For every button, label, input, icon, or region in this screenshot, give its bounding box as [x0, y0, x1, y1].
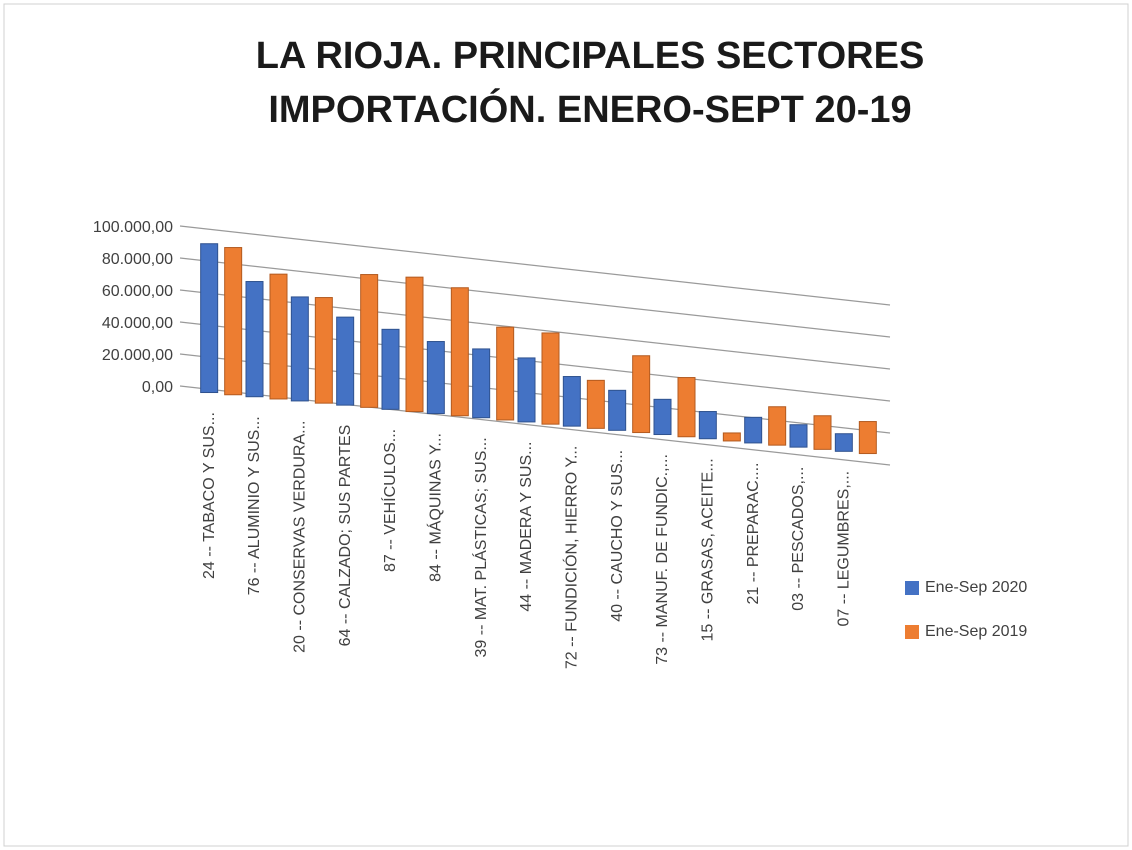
x-tick-label: 73 -- MANUF. DE FUNDIC.,... [654, 454, 671, 665]
bar [586, 379, 605, 429]
x-tick-label: 20 -- CONSERVAS VERDURA... [292, 421, 309, 653]
x-tick-label: 03 -- PESCADOS,... [790, 467, 807, 611]
x-tick-label: 76 -- ALUMINIO Y SUS... [246, 416, 263, 595]
x-tick-label: 64 -- CALZADO; SUS PARTES [337, 425, 354, 647]
bar [698, 411, 717, 440]
bar [858, 421, 877, 455]
bar [677, 377, 696, 438]
bar [653, 398, 672, 436]
y-tick-label: 20.000,00 [102, 347, 173, 364]
bar [290, 296, 309, 402]
bar [336, 316, 355, 406]
legend-swatch [905, 625, 919, 639]
bar [405, 276, 424, 413]
bar [360, 274, 379, 408]
y-tick-label: 80.000,00 [102, 251, 173, 268]
bar [224, 247, 243, 396]
chart-title: LA RIOJA. PRINCIPALES SECTORES [256, 35, 925, 77]
bar [472, 348, 491, 419]
x-tick-label: 40 -- CAUCHO Y SUS... [609, 450, 626, 622]
x-tick-label: 84 -- MÁQUINAS Y... [426, 433, 445, 582]
bar [834, 433, 853, 452]
y-tick-label: 100.000,00 [93, 219, 173, 236]
bar [450, 287, 469, 417]
bar [541, 332, 560, 425]
grid-line [179, 257, 891, 338]
x-tick-label: 15 -- GRASAS, ACEITE... [700, 458, 717, 641]
bar [245, 281, 264, 398]
x-tick-label: 39 -- MAT. PLÁSTICAS; SUS... [471, 437, 490, 657]
bar [632, 355, 651, 434]
chart-title: IMPORTACIÓN. ENERO-SEPT 20-19 [268, 87, 911, 131]
bar [517, 357, 536, 423]
y-tick-label: 60.000,00 [102, 283, 173, 300]
x-tick-label: 72 -- FUNDICIÓN, HIERRO Y... [562, 446, 581, 669]
bar [562, 376, 581, 427]
y-tick-label: 0,00 [142, 379, 173, 396]
x-tick-label: 07 -- LEGUMBRES,... [836, 471, 853, 627]
bar [789, 424, 808, 448]
bar [314, 297, 333, 404]
x-tick-label: 21 -- PREPARAC.... [745, 463, 762, 605]
x-tick-label: 44 -- MADERA Y SUS... [518, 442, 535, 612]
bar [200, 243, 219, 394]
bar [768, 406, 787, 446]
x-tick-label: 24 -- TABACO Y SUS... [201, 412, 218, 579]
bar [269, 273, 288, 400]
bar [381, 328, 400, 410]
legend-label: Ene-Sep 2019 [925, 623, 1027, 640]
y-tick-label: 40.000,00 [102, 315, 173, 332]
bar [813, 415, 832, 450]
bar [426, 341, 445, 415]
bar [496, 326, 515, 421]
bar [608, 389, 627, 431]
x-tick-label: 87 -- VEHÍCULOS... [380, 429, 399, 572]
legend-swatch [905, 581, 919, 595]
bar [744, 416, 763, 444]
bar [722, 432, 741, 442]
grid-line [179, 225, 891, 306]
legend-label: Ene-Sep 2020 [925, 579, 1027, 596]
